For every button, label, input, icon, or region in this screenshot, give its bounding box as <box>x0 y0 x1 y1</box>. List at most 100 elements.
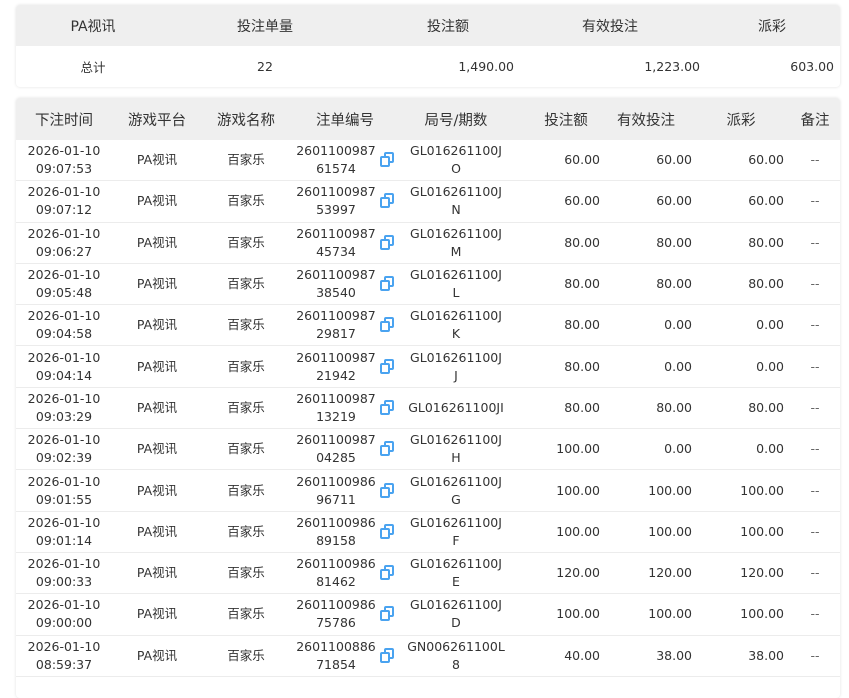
bet-date: 2026-01-10 <box>27 514 101 530</box>
bet-id-line2: 81462 <box>316 574 356 590</box>
valid-bet: 100.00 <box>648 482 692 498</box>
platform: PA视讯 <box>136 565 178 581</box>
copy-icon[interactable] <box>379 565 394 581</box>
platform: PA视讯 <box>136 647 178 663</box>
round-line1: GL016261100J <box>410 267 502 283</box>
summary-header-payout: 派彩 <box>758 18 786 35</box>
bet-clock: 09:00:33 <box>35 574 93 590</box>
bet-id-line2: 04285 <box>316 450 356 466</box>
bet-id-line1: 2601100986 <box>296 597 376 613</box>
remark: -- <box>810 565 820 581</box>
bet-id-line1: 2601100987 <box>296 390 376 406</box>
copy-icon[interactable] <box>379 234 394 251</box>
game-name: 百家乐 <box>227 482 265 498</box>
bet-time: 2026-01-10 09:05:48 <box>16 266 112 302</box>
bet-amount: 40.00 <box>564 647 600 663</box>
bet-time: 2026-01-10 09:07:12 <box>16 183 112 219</box>
copy-icon[interactable] <box>379 276 394 292</box>
copy-icon[interactable] <box>379 441 394 457</box>
platform: PA视讯 <box>136 399 178 415</box>
bet-id: 2601100987 13219 <box>290 390 400 426</box>
payout: 38.00 <box>748 647 784 663</box>
bet-id: 2601100986 81462 <box>290 555 400 591</box>
col-bet-time: 下注时间 <box>35 112 93 129</box>
bet-id-line2: 75786 <box>316 615 356 631</box>
remark: -- <box>810 399 820 415</box>
payout: 80.00 <box>748 399 784 415</box>
remark: -- <box>810 234 820 250</box>
valid-bet: 0.00 <box>664 441 692 457</box>
payout: 100.00 <box>740 606 784 622</box>
game-name: 百家乐 <box>227 647 265 663</box>
remark: -- <box>810 276 820 292</box>
col-payout: 派彩 <box>726 112 756 129</box>
bet-id-line2: 13219 <box>316 408 356 424</box>
remark: -- <box>810 193 820 209</box>
bet-date: 2026-01-10 <box>27 184 101 200</box>
copy-icon[interactable] <box>379 193 394 209</box>
copy-icon[interactable] <box>379 523 394 540</box>
game-name: 百家乐 <box>227 317 265 333</box>
bet-amount: 80.00 <box>564 399 600 415</box>
bet-id: 2601100987 45734 <box>290 225 400 261</box>
bet-time: 2026-01-10 09:07:53 <box>16 142 112 178</box>
platform: PA视讯 <box>136 482 178 498</box>
round-line1: GL016261100J <box>410 184 502 200</box>
table-row: 2026-01-10 09:01:55 PA视讯 百家乐 2601100986 96… <box>16 470 840 512</box>
round-line1: GL016261100J <box>410 225 502 241</box>
bet-records-table: 下注时间 游戏平台 游戏名称 注单编号 局号/期数 投注额 有效投注 派彩 备注… <box>16 98 840 698</box>
col-game-name: 游戏名称 <box>217 112 275 129</box>
table-row: 2026-01-10 09:00:00 PA视讯 百家乐 2601100986 75… <box>16 594 840 636</box>
col-bet-id: 注单编号 <box>316 112 374 129</box>
bet-id-line2: 38540 <box>316 285 356 301</box>
copy-icon[interactable] <box>379 399 394 416</box>
platform: PA视讯 <box>136 193 178 209</box>
round-number: GL016261100J O <box>400 142 512 178</box>
summary-header-platform: PA视讯 <box>70 18 116 35</box>
copy-icon[interactable] <box>379 152 394 168</box>
bet-time: 2026-01-10 09:00:00 <box>16 596 112 632</box>
bet-clock: 08:59:37 <box>35 656 93 672</box>
bet-clock: 09:03:29 <box>35 408 93 424</box>
round-number: GL016261100J N <box>400 183 512 219</box>
table-row: 2026-01-10 09:07:12 PA视讯 百家乐 2601100987 53… <box>16 181 840 223</box>
platform: PA视讯 <box>136 152 178 168</box>
round-number: GL016261100J G <box>400 473 512 509</box>
platform: PA视讯 <box>136 441 178 457</box>
round-line2: K <box>451 326 461 342</box>
copy-icon[interactable] <box>379 482 394 499</box>
bet-date: 2026-01-10 <box>27 556 101 572</box>
round-line1: GL016261100J <box>410 597 502 613</box>
round-number: GL016261100J K <box>400 307 512 343</box>
bet-date: 2026-01-10 <box>27 267 101 283</box>
bet-clock: 09:07:53 <box>35 161 93 177</box>
table-row: 2026-01-10 09:00:33 PA视讯 百家乐 2601100986 81… <box>16 553 840 595</box>
bet-date: 2026-01-10 <box>27 225 101 241</box>
valid-bet: 0.00 <box>664 317 692 333</box>
bet-id-line1: 2601100987 <box>296 349 376 365</box>
table-row: 2026-01-10 09:03:29 PA视讯 百家乐 2601100987 13… <box>16 388 840 430</box>
col-bet-amount: 投注额 <box>544 112 588 129</box>
bet-clock: 09:06:27 <box>35 243 93 259</box>
summary-total-count: 22 <box>257 59 273 74</box>
payout: 100.00 <box>740 523 784 539</box>
bet-clock: 09:05:48 <box>35 285 93 301</box>
bet-clock: 09:01:14 <box>35 532 93 548</box>
bet-date: 2026-01-10 <box>27 308 101 324</box>
bet-id-line2: 45734 <box>316 243 356 259</box>
copy-icon[interactable] <box>379 358 394 375</box>
round-line1: GL016261100J <box>410 473 502 489</box>
round-number: GL016261100J F <box>400 514 512 550</box>
round-number: GL016261100JI <box>400 399 512 417</box>
game-name: 百家乐 <box>227 276 265 292</box>
round-line1: GL016261100JI <box>408 399 504 415</box>
summary-total-payout: 603.00 <box>790 59 834 74</box>
round-line2: E <box>452 574 460 590</box>
payout: 60.00 <box>748 193 784 209</box>
bet-id-line2: 21942 <box>316 367 356 383</box>
copy-icon[interactable] <box>379 647 394 664</box>
copy-icon[interactable] <box>379 317 394 333</box>
copy-icon[interactable] <box>379 606 394 622</box>
game-name: 百家乐 <box>227 565 265 581</box>
col-platform: 游戏平台 <box>128 112 186 129</box>
